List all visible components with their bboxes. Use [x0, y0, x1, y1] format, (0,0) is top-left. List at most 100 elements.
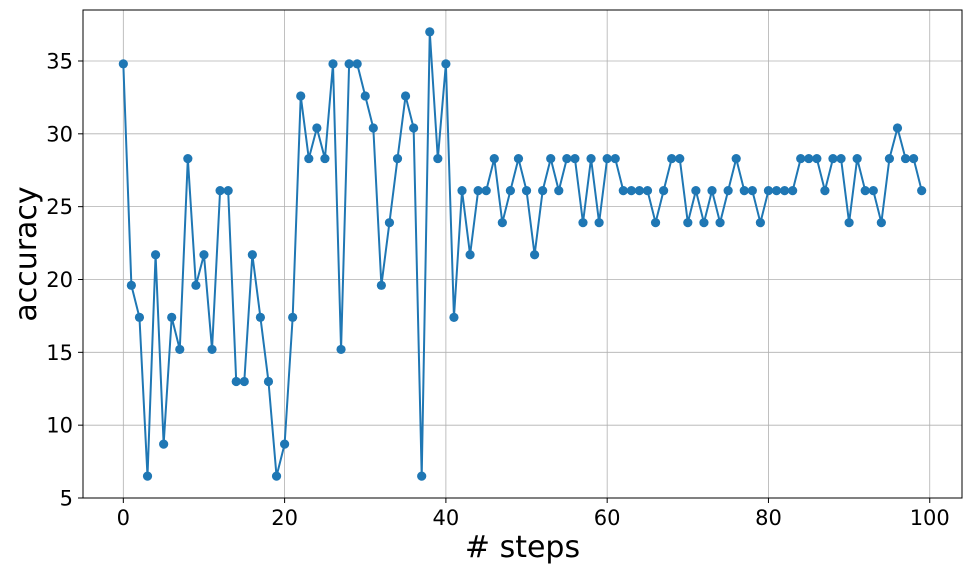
y-tick-label: 15: [46, 341, 73, 365]
data-point: [441, 59, 451, 69]
data-point: [804, 153, 814, 164]
data-point: [150, 250, 161, 260]
data-point: [836, 153, 846, 164]
data-point: [288, 312, 298, 322]
data-point: [271, 471, 282, 481]
data-point: [344, 59, 354, 69]
data-point: [917, 186, 927, 196]
data-point: [691, 186, 701, 196]
data-point: [239, 376, 249, 387]
data-point: [707, 186, 717, 196]
data-point: [320, 153, 330, 164]
data-point: [449, 312, 459, 322]
data-point: [723, 186, 733, 196]
data-point: [360, 91, 370, 101]
axis-ticks: 0 20 40 60 80 100 5 10 15 20 25 30 35: [46, 49, 950, 530]
y-tick-label: 30: [46, 122, 73, 146]
data-point: [642, 186, 653, 196]
data-point: [159, 439, 169, 449]
data-point: [868, 186, 878, 196]
y-tick-label: 25: [46, 195, 73, 219]
data-point: [586, 153, 596, 164]
data-point: [779, 186, 790, 196]
data-point: [788, 186, 798, 196]
data-point: [126, 280, 136, 290]
data-point: [529, 250, 540, 260]
data-point: [683, 218, 693, 228]
data-point: [844, 218, 854, 228]
data-point: [142, 471, 153, 481]
data-point: [739, 186, 749, 196]
data-point: [392, 153, 403, 164]
x-tick-label: 0: [117, 506, 130, 530]
data-point: [675, 153, 685, 164]
data-point: [699, 218, 709, 228]
data-point: [191, 280, 201, 290]
x-axis-label: # steps: [465, 530, 580, 565]
data-point: [820, 186, 830, 196]
data-point: [763, 186, 774, 196]
data-point: [618, 186, 628, 196]
data-point: [296, 91, 306, 101]
data-point: [578, 218, 588, 228]
data-point: [473, 186, 483, 196]
data-point: [538, 186, 548, 196]
series-accuracy: [118, 27, 927, 481]
data-point: [554, 186, 564, 196]
data-point: [667, 153, 677, 164]
data-point: [828, 153, 838, 164]
data-point: [457, 186, 467, 196]
data-point: [118, 59, 128, 69]
x-tick-label: 80: [755, 506, 782, 530]
x-tick-label: 40: [433, 506, 460, 530]
data-point: [465, 250, 475, 260]
y-tick-label: 35: [46, 49, 73, 73]
data-point: [223, 186, 233, 196]
data-point: [481, 186, 491, 196]
data-point: [368, 123, 378, 133]
data-point: [747, 186, 757, 196]
data-point: [546, 153, 556, 164]
data-point: [183, 153, 193, 164]
data-point: [409, 123, 419, 133]
data-point: [280, 439, 290, 449]
data-point: [489, 153, 499, 164]
x-tick-label: 20: [271, 506, 298, 530]
data-point: [433, 153, 443, 164]
data-point: [570, 153, 580, 164]
series-line: [122, 30, 923, 478]
data-point: [384, 218, 395, 228]
data-point: [715, 218, 725, 228]
data-point: [175, 344, 185, 355]
data-point: [215, 186, 225, 196]
data-point: [400, 91, 411, 101]
data-point: [659, 186, 669, 196]
data-point: [231, 376, 241, 387]
plot-frame: [82, 9, 963, 499]
data-point: [860, 186, 870, 196]
data-point: [312, 123, 322, 133]
data-point: [505, 186, 516, 196]
x-tick-label: 60: [594, 506, 621, 530]
data-point: [352, 59, 362, 69]
data-point: [304, 153, 314, 164]
grid-lines: [83, 10, 962, 499]
data-point: [417, 471, 427, 481]
data-point: [594, 218, 604, 228]
data-point: [602, 153, 612, 164]
data-point: [852, 153, 862, 164]
data-point: [207, 344, 217, 355]
data-point: [167, 312, 177, 322]
data-point: [626, 186, 636, 196]
data-point: [336, 344, 346, 355]
data-point: [376, 280, 386, 290]
data-point: [255, 312, 266, 322]
y-tick-label: 20: [46, 268, 73, 292]
data-point: [884, 153, 895, 164]
data-point: [199, 250, 209, 260]
data-point: [892, 123, 903, 133]
data-point: [876, 218, 886, 228]
data-point: [650, 218, 661, 228]
data-point: [634, 186, 645, 196]
x-tick-label: 100: [910, 506, 950, 530]
